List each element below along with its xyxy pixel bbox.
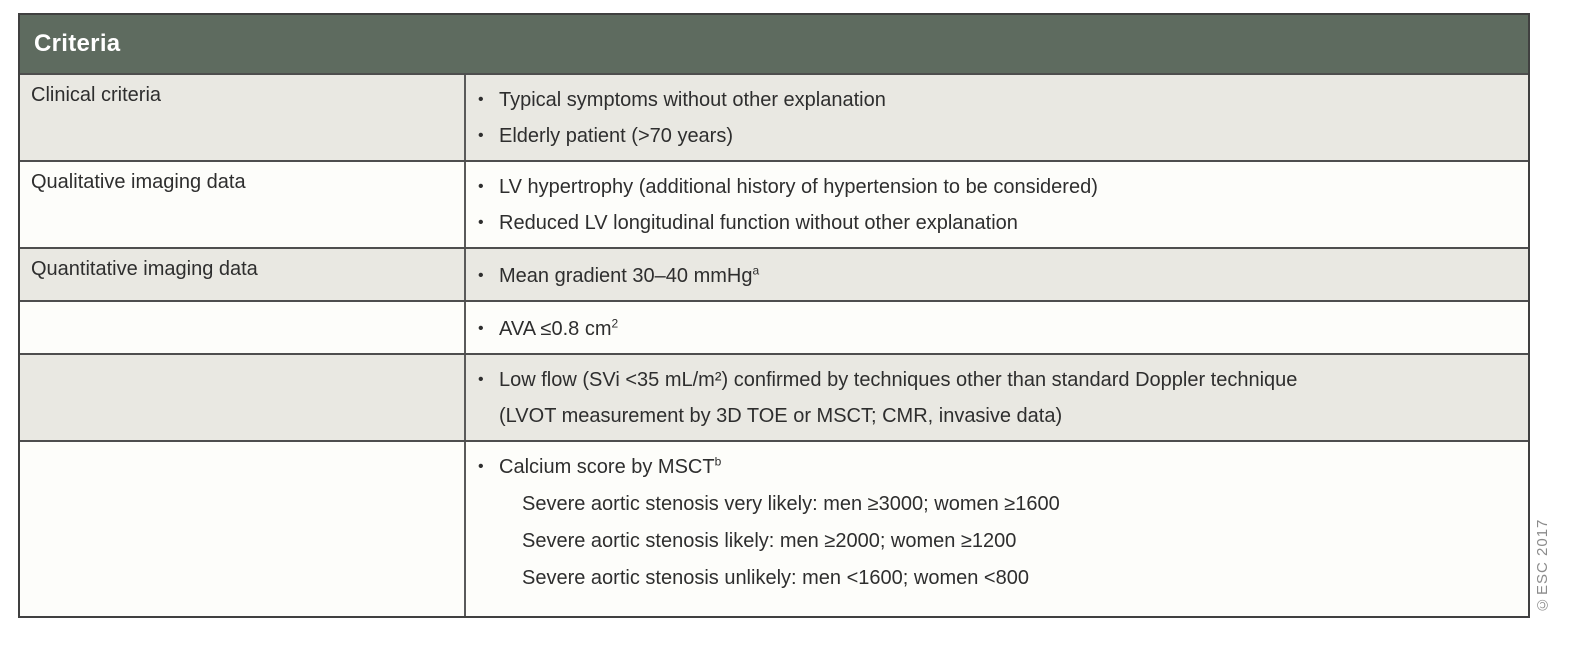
bullet-text-line1: Low flow (SVi <35 mL/m²) confirmed by te… — [499, 369, 1298, 391]
row-content: Mean gradient 30–40 mmHga — [466, 249, 1528, 300]
bullet-text: Mean gradient 30–40 mmHga — [499, 263, 760, 287]
threshold-unlikely: Severe aortic stenosis unlikely: men <16… — [522, 567, 1029, 589]
row-label: Qualitative imaging data — [20, 162, 466, 247]
bullet-item: Typical symptoms without other explanati… — [478, 82, 1516, 118]
row-content: LV hypertrophy (additional history of hy… — [466, 162, 1528, 247]
bullet-item: AVA ≤0.8 cm2 — [478, 311, 1516, 347]
bullet-text: Low flow (SVi <35 mL/m²) confirmed by te… — [499, 362, 1516, 434]
row-content: Calcium score by MSCTb Severe aortic ste… — [466, 442, 1528, 616]
footnote-marker-a: a — [752, 263, 760, 278]
superscript-2: 2 — [611, 316, 619, 331]
bullet-item: Elderly patient (>70 years) — [478, 118, 1516, 154]
table-header-title: Criteria — [34, 30, 121, 57]
bullet-text: Elderly patient (>70 years) — [499, 125, 734, 147]
table-row-qualitative-imaging: Qualitative imaging data LV hypertrophy … — [20, 160, 1528, 247]
threshold-very-likely: Severe aortic stenosis very likely: men … — [522, 493, 1060, 515]
table-row-clinical-criteria: Clinical criteria Typical symptoms witho… — [20, 73, 1528, 160]
table-row-ava: AVA ≤0.8 cm2 — [20, 300, 1528, 353]
calcium-score-thresholds: Severe aortic stenosis very likely: men … — [499, 486, 1516, 597]
row-label — [20, 442, 466, 616]
esc-2017-watermark: ©ESC 2017 — [1534, 518, 1551, 613]
row-label — [20, 302, 466, 353]
bullet-text: AVA ≤0.8 cm2 — [499, 316, 619, 340]
bullet-text: Typical symptoms without other explanati… — [499, 89, 886, 111]
bullet-text: Calcium score by MSCTb Severe aortic ste… — [499, 449, 1516, 597]
table-row-quantitative-imaging: Quantitative imaging data Mean gradient … — [20, 247, 1528, 300]
table-header-row: Criteria — [20, 15, 1528, 73]
bullet-item: Reduced LV longitudinal function without… — [478, 205, 1516, 241]
bullet-item: LV hypertrophy (additional history of hy… — [478, 169, 1516, 205]
row-label: Clinical criteria — [20, 75, 466, 160]
criteria-table: Criteria Clinical criteria Typical sympt… — [18, 13, 1530, 618]
bullet-text: Reduced LV longitudinal function without… — [499, 212, 1018, 234]
row-content: Typical symptoms without other explanati… — [466, 75, 1528, 160]
table-row-low-flow: Low flow (SVi <35 mL/m²) confirmed by te… — [20, 353, 1528, 440]
bullet-item: Calcium score by MSCTb Severe aortic ste… — [478, 449, 1516, 597]
bullet-text: LV hypertrophy (additional history of hy… — [499, 176, 1098, 198]
bullet-item: Mean gradient 30–40 mmHga — [478, 258, 1516, 294]
calcium-score-heading: Calcium score by MSCTb — [499, 454, 722, 478]
row-content: AVA ≤0.8 cm2 — [466, 302, 1528, 353]
bullet-text-line2: (LVOT measurement by 3D TOE or MSCT; CMR… — [499, 405, 1063, 427]
row-label: Quantitative imaging data — [20, 249, 466, 300]
table-row-calcium-score: Calcium score by MSCTb Severe aortic ste… — [20, 440, 1528, 616]
row-content: Low flow (SVi <35 mL/m²) confirmed by te… — [466, 355, 1528, 440]
row-label — [20, 355, 466, 440]
threshold-likely: Severe aortic stenosis likely: men ≥2000… — [522, 530, 1017, 552]
bullet-item: Low flow (SVi <35 mL/m²) confirmed by te… — [478, 362, 1516, 434]
footnote-marker-b: b — [714, 454, 722, 469]
